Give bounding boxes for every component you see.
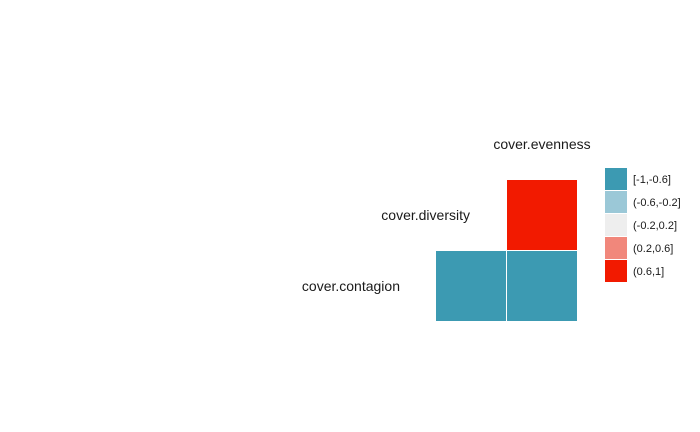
legend: [-1,-0.6] (-0.6,-0.2] (-0.2,0.2] (0.2,0.6] (… xyxy=(605,168,681,282)
legend-key xyxy=(605,260,627,282)
legend-key xyxy=(605,214,627,236)
legend-key xyxy=(605,237,627,259)
legend-label: (0.2,0.6] xyxy=(633,243,673,255)
legend-label: [-1,-0.6] xyxy=(633,174,671,186)
legend-label: (-0.2,0.2] xyxy=(633,220,677,232)
heatmap-cell xyxy=(507,180,577,250)
legend-key xyxy=(605,191,627,213)
row-label-cover-evenness: cover.evenness xyxy=(493,136,590,152)
row-labels: cover.contagion cover.diversity cover.even… xyxy=(302,136,591,294)
heatmap-cell xyxy=(507,251,577,321)
legend-label: (0.6,1] xyxy=(633,266,664,278)
heatmap-cell xyxy=(436,251,506,321)
legend-label: (-0.6,-0.2] xyxy=(633,197,681,209)
heatmap-cells xyxy=(436,180,577,321)
legend-key xyxy=(605,168,627,190)
row-label-cover-diversity: cover.diversity xyxy=(381,207,470,223)
row-label-cover-contagion: cover.contagion xyxy=(302,278,400,294)
